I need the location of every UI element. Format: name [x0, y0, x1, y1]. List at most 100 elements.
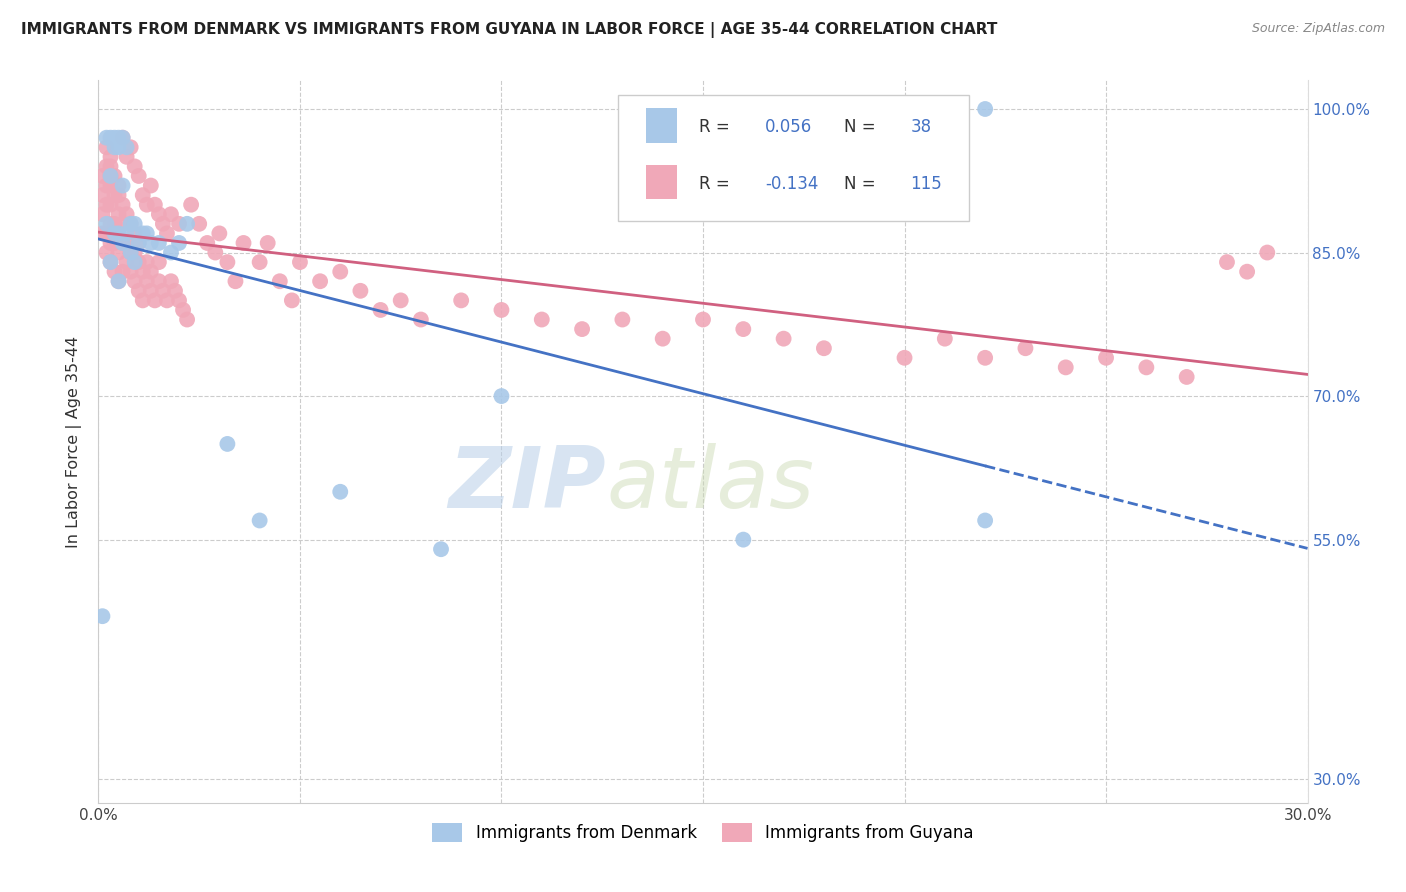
Point — [107, 188, 129, 202]
Point — [167, 293, 190, 308]
Point — [128, 169, 150, 183]
Text: 115: 115 — [910, 175, 942, 193]
Point — [1256, 245, 1278, 260]
Point — [103, 265, 125, 279]
Point — [115, 150, 138, 164]
Point — [156, 293, 179, 308]
Point — [107, 227, 129, 241]
Point — [120, 217, 142, 231]
Point — [100, 235, 122, 250]
Point — [813, 341, 835, 355]
Point — [135, 227, 157, 241]
Point — [143, 293, 166, 308]
Point — [160, 207, 183, 221]
Point — [530, 312, 553, 326]
Point — [120, 245, 142, 260]
Point — [103, 130, 125, 145]
Point — [430, 542, 453, 557]
Point — [176, 312, 198, 326]
Point — [96, 197, 118, 211]
Point — [139, 265, 162, 279]
Point — [103, 227, 125, 241]
Point — [128, 284, 150, 298]
Point — [160, 274, 183, 288]
Point — [111, 235, 134, 250]
Point — [249, 514, 271, 528]
Point — [156, 227, 179, 241]
Point — [107, 227, 129, 241]
Point — [288, 255, 311, 269]
Point — [124, 227, 146, 241]
Point — [148, 255, 170, 269]
Point — [249, 255, 271, 269]
Point — [103, 235, 125, 250]
Point — [115, 207, 138, 221]
Point — [132, 265, 155, 279]
Point — [111, 217, 134, 231]
Point — [124, 217, 146, 231]
Point — [934, 332, 956, 346]
Point — [974, 102, 997, 116]
Point — [188, 217, 211, 231]
Point — [733, 322, 755, 336]
Point — [103, 169, 125, 183]
Point — [135, 197, 157, 211]
Point — [172, 302, 194, 317]
Point — [491, 389, 513, 403]
Y-axis label: In Labor Force | Age 35-44: In Labor Force | Age 35-44 — [66, 335, 83, 548]
Point — [120, 140, 142, 154]
Point — [111, 197, 134, 211]
Point — [132, 188, 155, 202]
Point — [1095, 351, 1118, 365]
Point — [96, 130, 118, 145]
Point — [115, 255, 138, 269]
Point — [135, 274, 157, 288]
Point — [224, 274, 246, 288]
Point — [974, 351, 997, 365]
Point — [100, 130, 122, 145]
Point — [163, 284, 186, 298]
Point — [204, 245, 226, 260]
Point — [281, 293, 304, 308]
Point — [124, 160, 146, 174]
Point — [139, 235, 162, 250]
Text: R =: R = — [699, 119, 735, 136]
Point — [111, 265, 134, 279]
Point — [232, 235, 254, 250]
Text: R =: R = — [699, 175, 735, 193]
Point — [167, 217, 190, 231]
Point — [772, 332, 794, 346]
Point — [450, 293, 472, 308]
Point — [692, 312, 714, 326]
Point — [96, 140, 118, 154]
Text: ZIP: ZIP — [449, 443, 606, 526]
Point — [152, 217, 174, 231]
Point — [120, 245, 142, 260]
Point — [1014, 341, 1036, 355]
Point — [111, 235, 134, 250]
Point — [103, 140, 125, 154]
Point — [103, 188, 125, 202]
Point — [96, 245, 118, 260]
Text: 38: 38 — [910, 119, 932, 136]
Point — [180, 197, 202, 211]
Text: -0.134: -0.134 — [765, 175, 818, 193]
Point — [111, 130, 134, 145]
Text: N =: N = — [844, 175, 880, 193]
Point — [100, 217, 122, 231]
Point — [571, 322, 593, 336]
Point — [139, 178, 162, 193]
Point — [612, 312, 634, 326]
Point — [91, 169, 114, 183]
Point — [893, 351, 915, 365]
Point — [96, 227, 118, 241]
Point — [160, 245, 183, 260]
Point — [143, 197, 166, 211]
Point — [329, 484, 352, 499]
Point — [111, 178, 134, 193]
FancyBboxPatch shape — [619, 95, 969, 221]
Legend: Immigrants from Denmark, Immigrants from Guyana: Immigrants from Denmark, Immigrants from… — [426, 816, 980, 848]
Point — [167, 235, 190, 250]
Point — [1216, 255, 1239, 269]
Point — [1135, 360, 1157, 375]
